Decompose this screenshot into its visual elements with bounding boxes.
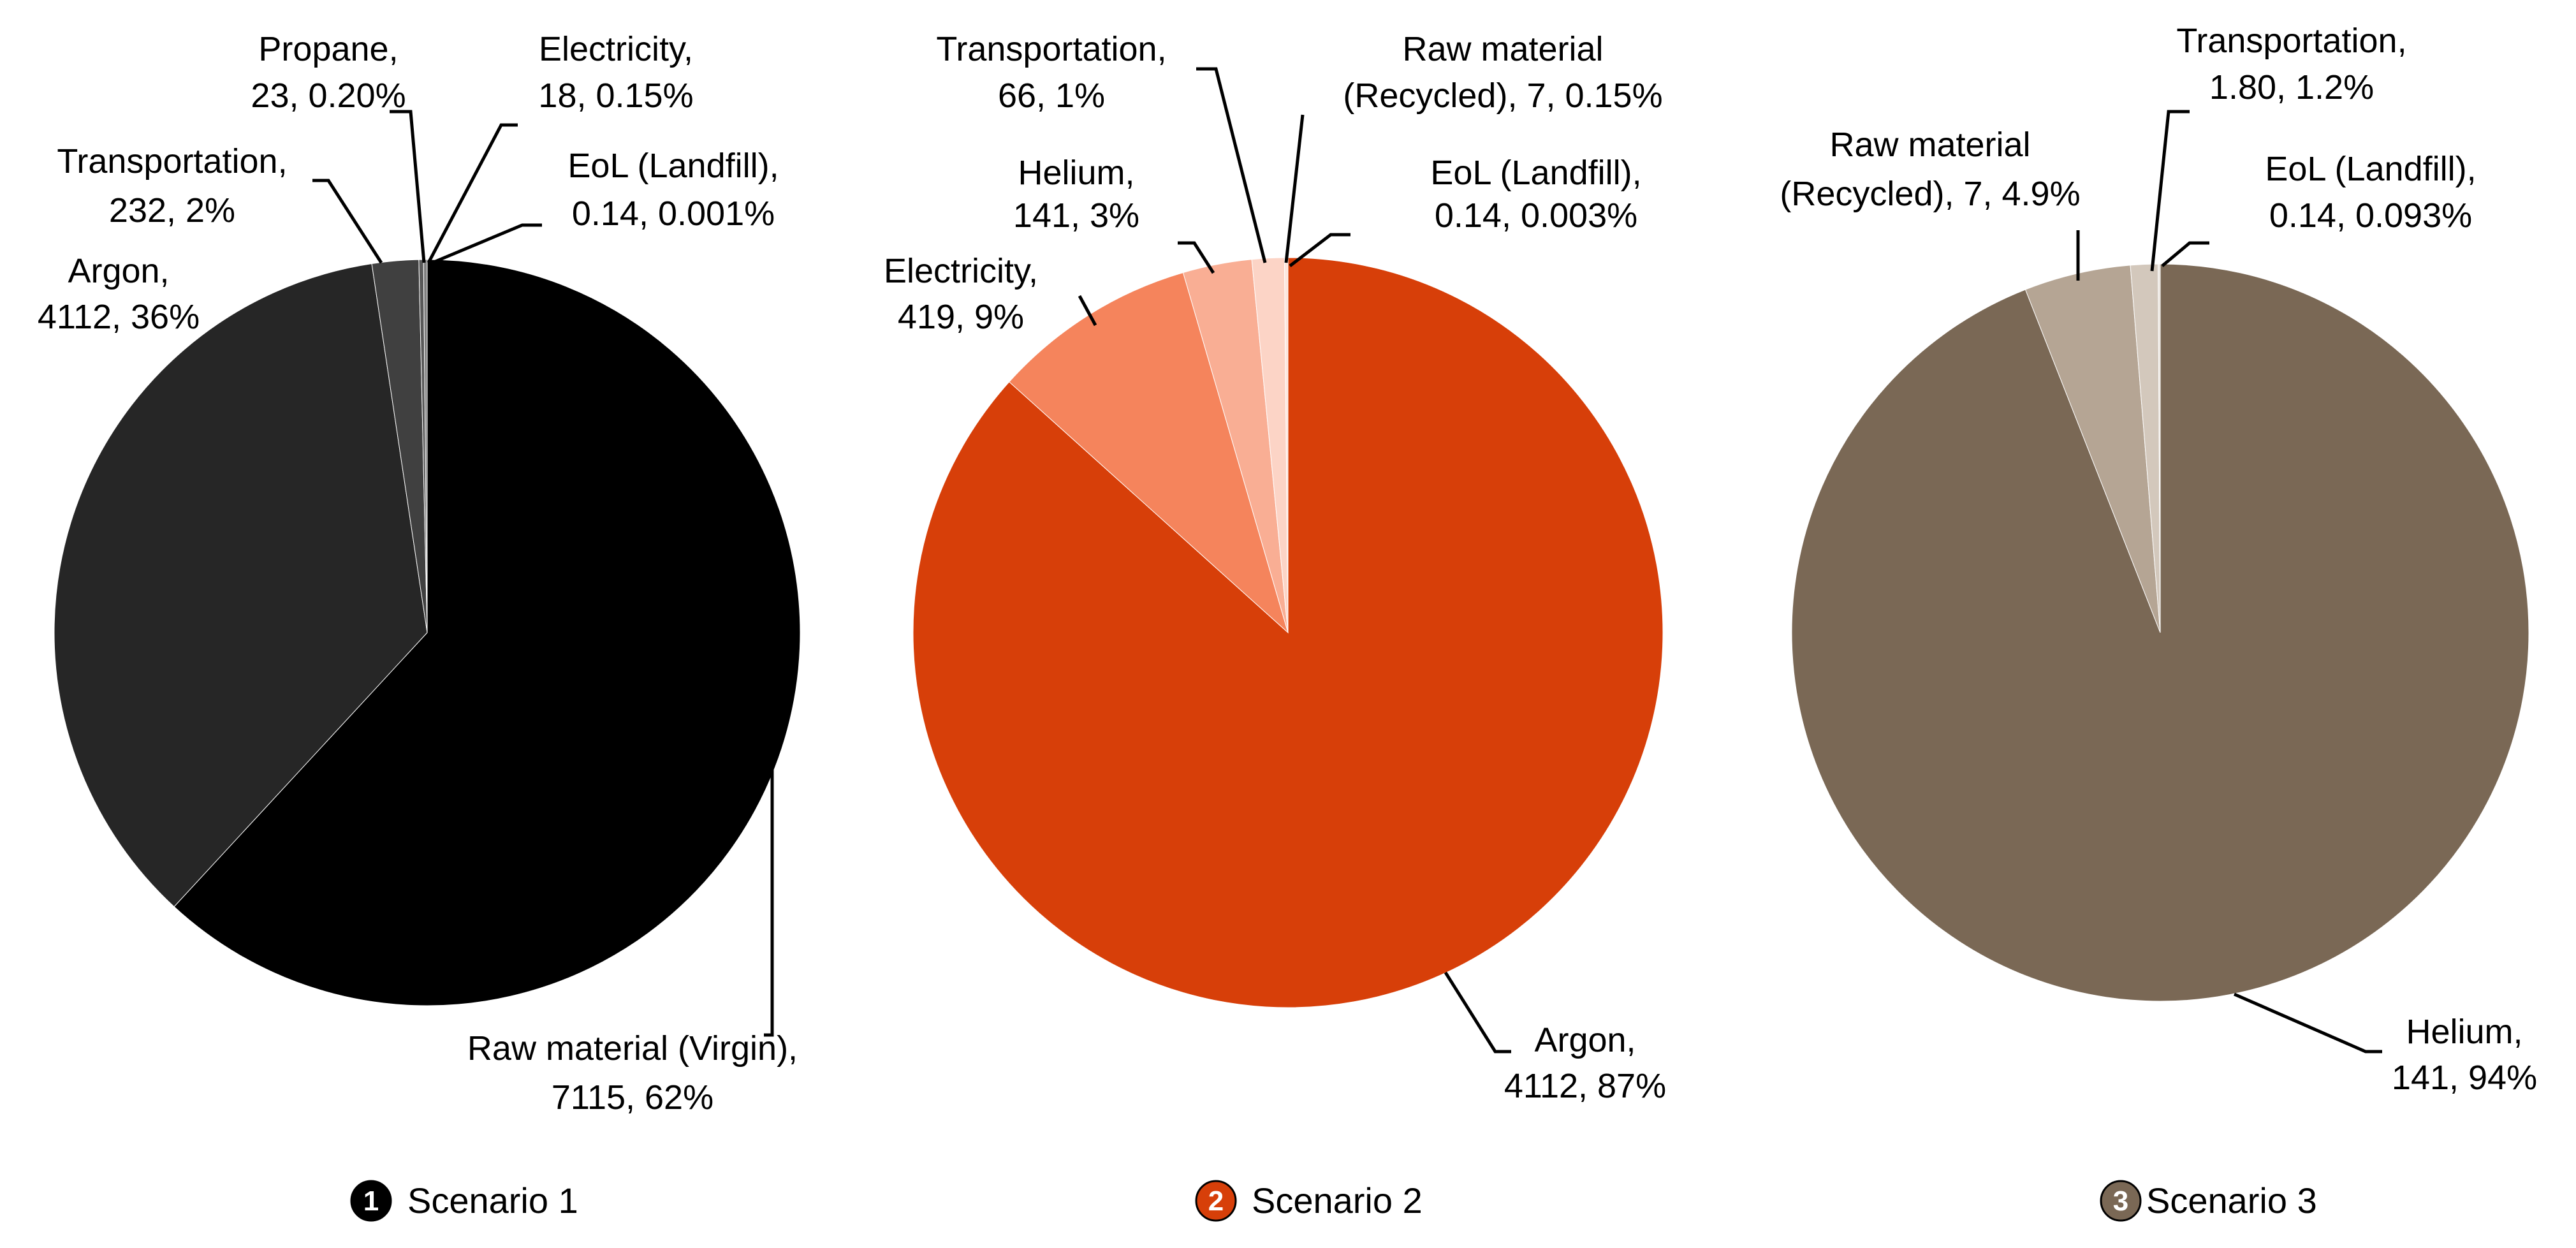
leader-line: [1444, 971, 1511, 1053]
data-label-propane: 23, 0.20%: [251, 77, 406, 115]
data-label-transportation: Transportation,: [57, 142, 287, 180]
data-label-helium: Helium,: [1018, 154, 1134, 192]
legend-label: Scenario 1: [407, 1180, 578, 1221]
legend-scenario-2: 2 Scenario 2: [1195, 1180, 1423, 1222]
leader-line: [2150, 110, 2190, 272]
labels-scenario-2: Argon, 4112, 87% Electricity, 419, 9% He…: [884, 30, 1666, 1105]
legend-badge-number: 3: [2113, 1186, 2128, 1217]
data-label-helium: Helium,: [2406, 1013, 2522, 1051]
legend-label: Scenario 3: [2146, 1180, 2317, 1221]
data-label-helium: 141, 94%: [2392, 1059, 2537, 1097]
data-label-eol-landfill: 0.14, 0.093%: [2269, 196, 2472, 235]
leader-line: [432, 223, 542, 265]
legend-badge-3: [2100, 1180, 2142, 1222]
legend-badge-1: [350, 1180, 392, 1222]
data-label-eol-landfill: EoL (Landfill),: [567, 147, 779, 185]
data-label-eol-landfill: EoL (Landfill),: [2265, 150, 2476, 188]
pie-slice-argon: [54, 263, 428, 907]
data-label-electricity: 419, 9%: [898, 298, 1024, 336]
leader-line: [1078, 295, 1097, 327]
data-label-transportation: 232, 2%: [109, 191, 235, 230]
leader-line: [764, 769, 774, 1037]
data-label-raw-material-virgin: 7115, 62%: [552, 1078, 714, 1117]
leader-line: [427, 123, 518, 264]
leader-line: [312, 179, 383, 264]
pie-slice-raw-material-virgin: [173, 259, 801, 1006]
leader-lines: [312, 67, 2382, 1053]
data-label-transportation: Transportation,: [2176, 22, 2406, 60]
pie-slice-eol-landfill: [2158, 263, 2161, 633]
data-label-transportation: Transportation,: [936, 30, 1166, 68]
legend-badge-2: [1195, 1180, 1237, 1222]
data-label-transportation: 66, 1%: [998, 77, 1105, 115]
leader-line: [390, 110, 426, 263]
data-label-propane: Propane,: [258, 30, 398, 68]
data-label-raw-material-recycled: Raw material: [1402, 30, 1603, 68]
leader-line: [1289, 233, 1350, 267]
data-label-argon: Argon,: [1534, 1021, 1636, 1059]
data-label-raw-material-recycled: Raw material: [1829, 126, 2030, 164]
legend-badge-number: 2: [1208, 1186, 1224, 1217]
labels-scenario-1: Raw material (Virgin), 7115, 62% Argon, …: [38, 30, 798, 1117]
pie-scenario-3: [1791, 263, 2529, 1002]
data-label-helium: 141, 3%: [1013, 196, 1139, 235]
data-label-electricity: 18, 0.15%: [538, 77, 693, 115]
leader-line: [1178, 241, 1215, 274]
data-label-raw-material-recycled: (Recycled), 7, 0.15%: [1343, 77, 1662, 115]
leader-line: [2161, 241, 2209, 267]
leader-line: [1284, 114, 1305, 263]
pie-scenario-1: [54, 259, 801, 1006]
leader-line: [1196, 67, 1267, 263]
data-label-argon: 4112, 36%: [38, 298, 200, 336]
legend-scenario-3: 3 Scenario 3: [2100, 1180, 2317, 1222]
data-label-eol-landfill: EoL (Landfill),: [1430, 154, 1641, 192]
legend-label: Scenario 2: [1252, 1180, 1423, 1221]
data-label-raw-material-recycled: (Recycled), 7, 4.9%: [1780, 175, 2080, 213]
data-label-argon: Argon,: [68, 252, 169, 290]
data-label-electricity: Electricity,: [884, 252, 1038, 290]
data-label-electricity: Electricity,: [539, 30, 693, 68]
labels-scenario-3: Helium, 141, 94% Raw material (Recycled)…: [1780, 22, 2537, 1097]
legend-badge-number: 1: [363, 1186, 379, 1217]
data-label-transportation: 1.80, 1.2%: [2209, 68, 2374, 106]
data-label-argon: 4112, 87%: [1504, 1067, 1666, 1105]
data-label-eol-landfill: 0.14, 0.001%: [572, 195, 775, 233]
data-label-eol-landfill: 0.14, 0.003%: [1435, 196, 1637, 235]
data-label-raw-material-virgin: Raw material (Virgin),: [467, 1029, 798, 1068]
legend-scenario-1: 1 Scenario 1: [350, 1180, 578, 1222]
pie-scenario-2: [912, 257, 1664, 1008]
leader-line: [2233, 992, 2382, 1053]
